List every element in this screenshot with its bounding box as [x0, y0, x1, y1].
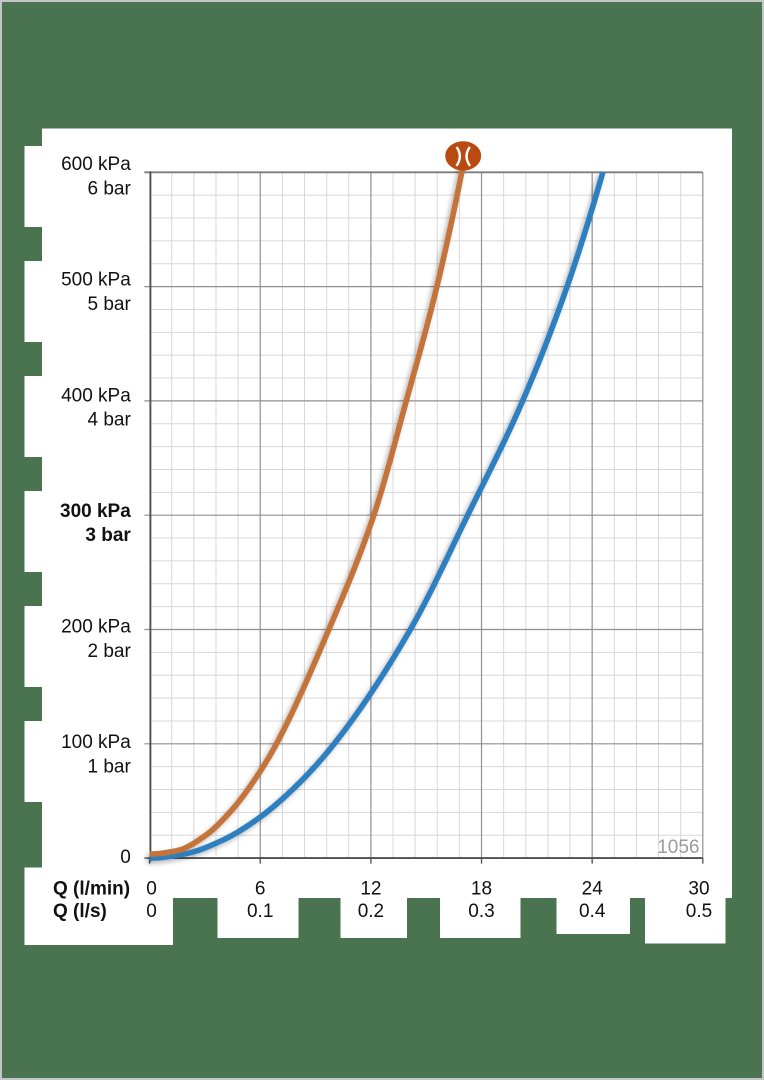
- svg-text:0.5: 0.5: [686, 901, 712, 922]
- svg-text:6: 6: [255, 879, 266, 900]
- svg-text:0.3: 0.3: [468, 901, 494, 922]
- svg-text:Q (l/s): Q (l/s): [53, 901, 107, 922]
- svg-text:0: 0: [146, 879, 157, 900]
- svg-text:600 kPa: 600 kPa: [61, 154, 131, 175]
- svg-text:0.4: 0.4: [579, 901, 606, 922]
- svg-text:6 bar: 6 bar: [87, 179, 131, 200]
- svg-text:5 bar: 5 bar: [87, 294, 131, 315]
- svg-text:500 kPa: 500 kPa: [61, 270, 131, 291]
- svg-text:1056: 1056: [657, 837, 699, 858]
- svg-text:2 bar: 2 bar: [87, 641, 131, 662]
- svg-text:0.2: 0.2: [358, 901, 384, 922]
- svg-text:400 kPa: 400 kPa: [61, 385, 131, 406]
- svg-text:100 kPa: 100 kPa: [61, 732, 131, 753]
- svg-text:0: 0: [146, 901, 157, 922]
- svg-text:3 bar: 3 bar: [85, 525, 131, 546]
- svg-text:18: 18: [471, 879, 492, 900]
- svg-text:300 kPa: 300 kPa: [60, 501, 131, 522]
- svg-text:4 bar: 4 bar: [87, 410, 131, 431]
- svg-text:200 kPa: 200 kPa: [61, 616, 131, 637]
- svg-text:12: 12: [360, 879, 381, 900]
- svg-text:24: 24: [582, 879, 604, 900]
- svg-text:1 bar: 1 bar: [87, 756, 131, 777]
- svg-text:Q (l/min): Q (l/min): [53, 879, 130, 900]
- svg-text:0.1: 0.1: [247, 901, 273, 922]
- svg-text:0: 0: [120, 847, 131, 868]
- svg-text:30: 30: [688, 879, 709, 900]
